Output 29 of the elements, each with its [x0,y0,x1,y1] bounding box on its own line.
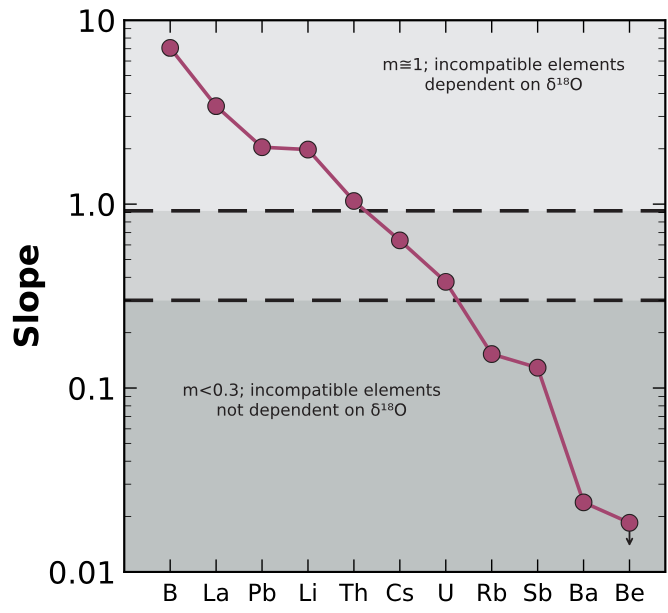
y-axis-title: Slope [12,245,46,346]
x-tick-label: Be [616,584,644,602]
x-tick-label: Pb [250,583,276,602]
y-tick-label: 0.01 [50,560,114,584]
point [207,97,225,116]
x-tick-label: La [204,584,228,602]
point [390,232,409,250]
y-tick-label: 1.0 [70,193,114,216]
y-tick-label: 0.1 [69,376,114,400]
point [161,39,180,57]
point [528,358,547,377]
band-label: m≅1; incompatible elements dependent on δ¹⁸O [384,57,624,94]
point [482,345,501,363]
x-tick-label: U [439,584,452,602]
x-tick-label: Li [300,583,316,601]
x-tick-label: Th [339,583,367,601]
y-tick-label: 10 [80,9,114,32]
x-tick-label: Sb [524,583,552,602]
point [574,493,592,512]
point [345,192,363,210]
point [436,272,455,291]
x-tick-label: Rb [478,583,506,602]
point [299,140,317,158]
x-tick-label: Ba [570,584,597,602]
point [253,138,271,156]
point [620,514,638,532]
x-tick-label: Cs [386,583,414,602]
band-label: m<0.3; incompatible elements not dependent on δ¹⁸O [184,383,440,420]
x-tick-label: B [164,584,177,601]
